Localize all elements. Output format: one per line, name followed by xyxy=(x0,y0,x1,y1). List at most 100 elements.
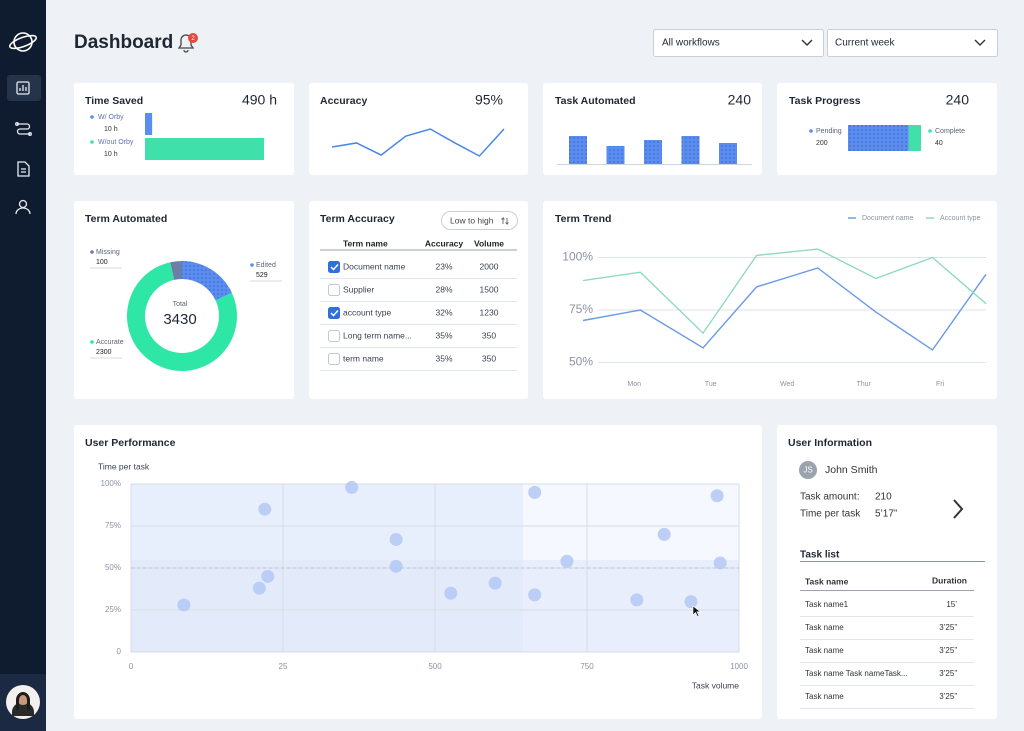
table-cell: 1500 xyxy=(480,284,499,294)
column-header: Term name xyxy=(343,238,388,248)
nav-profile[interactable] xyxy=(15,199,31,215)
y-tick-label: 75% xyxy=(105,521,121,530)
notification-count: 2 xyxy=(191,36,195,42)
filter-label: Current week xyxy=(835,38,895,49)
sidebar xyxy=(0,0,46,731)
section-title: Task list xyxy=(800,550,840,561)
checkbox[interactable] xyxy=(328,330,340,342)
category-label: W/out Orby xyxy=(98,139,134,146)
scatter-point xyxy=(444,586,458,600)
table-cell: 23% xyxy=(435,261,452,271)
scatter-point xyxy=(657,527,671,541)
filter-label: All workflows xyxy=(662,38,720,49)
category-label: Accurate xyxy=(96,339,124,346)
table-cell: 350 xyxy=(482,353,496,363)
scatter-point xyxy=(630,593,644,607)
category-label: Edited xyxy=(256,262,276,269)
table-cell: 2000 xyxy=(480,261,499,271)
card-title: Task Automated xyxy=(555,95,636,107)
nav-documents[interactable] xyxy=(17,161,30,177)
scatter-point xyxy=(389,532,403,546)
x-tick-label: Tue xyxy=(705,381,717,388)
trend-line xyxy=(582,248,987,335)
table-cell: Task name xyxy=(805,646,844,655)
card-title: Time Saved xyxy=(85,95,143,107)
checkbox[interactable] xyxy=(328,284,340,296)
scatter-point xyxy=(684,595,698,609)
scatter-point xyxy=(177,598,191,612)
x-tick-label: Fri xyxy=(936,381,945,388)
table-cell: Task name xyxy=(805,623,844,632)
checkbox[interactable] xyxy=(328,261,340,273)
checkmark xyxy=(330,309,339,317)
table-cell: 32% xyxy=(435,307,452,317)
table-cell: account type xyxy=(343,307,391,317)
legend-label: Document name xyxy=(862,215,913,222)
card-summary: 240 xyxy=(946,92,970,108)
nav-workflows[interactable] xyxy=(15,122,32,136)
y-tick-label: 25% xyxy=(105,605,121,614)
legend-label: Account type xyxy=(940,215,981,222)
checkmark xyxy=(330,263,339,271)
notification-bell[interactable]: 2 xyxy=(177,33,198,53)
bar xyxy=(145,113,153,135)
scatter-point xyxy=(528,485,542,499)
table-cell: Task name Task nameTask... xyxy=(805,669,908,678)
table-cell: Task name1 xyxy=(805,600,849,609)
card-title: Term Automated xyxy=(85,213,167,225)
value-label: 40 xyxy=(935,140,943,147)
y-tick-label: 100% xyxy=(101,479,121,488)
trend-line xyxy=(582,267,987,351)
y-tick-label: 50% xyxy=(569,355,593,369)
value-label: 200 xyxy=(816,140,828,147)
table-cell: 1230 xyxy=(480,307,499,317)
next-button[interactable] xyxy=(953,499,964,519)
page-title: Dashboard xyxy=(74,32,173,53)
donut-segment xyxy=(170,261,182,280)
sort-button[interactable]: Low to high xyxy=(441,211,518,230)
detail-label: 10 h xyxy=(104,151,118,158)
x-tick-label: Wed xyxy=(780,381,794,388)
donut-segment xyxy=(126,262,238,372)
user-name: John Smith xyxy=(825,464,878,476)
table-cell: 3’25” xyxy=(939,692,957,701)
scatter-point xyxy=(560,554,574,568)
table-cell: 3’25” xyxy=(939,623,957,632)
y-tick-label: 0 xyxy=(117,647,122,656)
scatter-point xyxy=(252,581,266,595)
card xyxy=(777,425,997,719)
y-tick-label: 100% xyxy=(562,250,593,264)
x-axis-label: Task volume xyxy=(692,680,740,690)
card xyxy=(74,201,294,399)
legend-dot xyxy=(90,140,94,144)
progress-segment xyxy=(908,125,921,151)
workflow-filter[interactable]: All workflows xyxy=(653,29,824,57)
x-tick-label: 25 xyxy=(279,662,288,671)
x-tick-label: 1000 xyxy=(730,662,748,671)
y-axis-label: Time per task xyxy=(98,461,150,471)
checkbox[interactable] xyxy=(328,307,340,319)
card xyxy=(309,201,528,399)
table-cell: Task name xyxy=(805,692,844,701)
column-header: Duration xyxy=(932,575,967,585)
nav-dashboard[interactable] xyxy=(7,75,41,101)
user-avatar xyxy=(799,461,817,479)
legend-dot xyxy=(928,129,932,133)
x-tick-label: Mon xyxy=(627,381,641,388)
profile-avatar[interactable] xyxy=(6,685,40,719)
card-summary: 240 xyxy=(728,92,752,108)
period-filter[interactable]: Current week xyxy=(827,29,998,57)
scatter-point xyxy=(528,588,542,602)
y-tick-label: 75% xyxy=(569,302,593,316)
legend-label: Pending xyxy=(816,128,842,135)
category-label: W/ Orby xyxy=(98,114,124,121)
x-tick-label: 750 xyxy=(580,662,594,671)
scatter-point xyxy=(713,556,727,570)
legend-dot xyxy=(250,263,254,267)
x-tick-label: Thur xyxy=(856,381,871,388)
legend-dot xyxy=(90,115,94,119)
bar xyxy=(569,136,587,164)
field-label: Task amount: xyxy=(800,492,859,503)
checkbox[interactable] xyxy=(328,353,340,365)
table-cell: Document name xyxy=(343,261,406,271)
